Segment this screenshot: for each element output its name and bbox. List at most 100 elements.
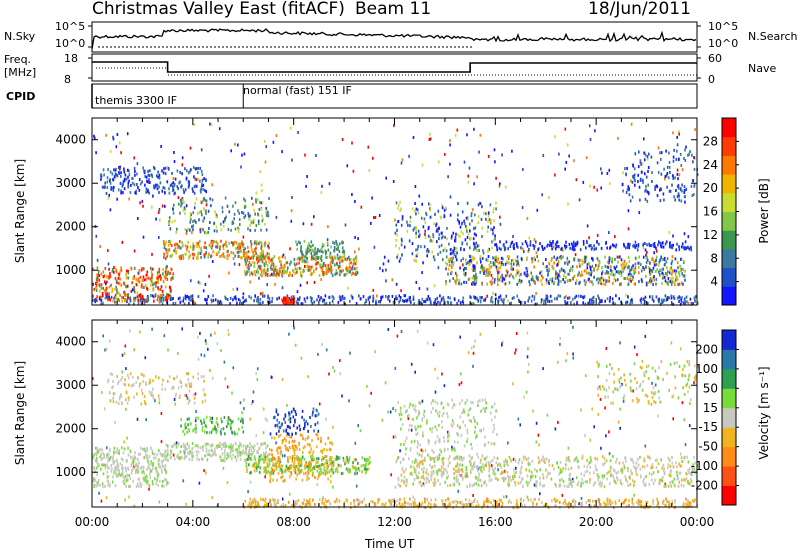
velocity-cell	[148, 487, 150, 491]
power-cell	[125, 293, 127, 296]
power-cell	[156, 276, 158, 280]
power-cell	[607, 279, 609, 283]
power-cell	[396, 255, 398, 259]
power-cell	[632, 268, 635, 272]
velocity-cell	[112, 462, 115, 466]
power-cell	[329, 256, 332, 260]
power-cell	[305, 253, 307, 257]
velocity-cell	[325, 417, 327, 421]
power-cell	[161, 169, 163, 173]
power-cell	[494, 278, 496, 282]
power-cell	[224, 218, 226, 222]
velocity-cell	[262, 454, 265, 458]
power-cell	[158, 176, 161, 180]
power-cell	[648, 152, 650, 156]
velocity-cell	[136, 468, 139, 471]
velocity-cell	[165, 483, 168, 487]
power-cell	[666, 296, 669, 299]
power-cell	[295, 300, 298, 304]
power-cell	[298, 266, 301, 270]
velocity-cell	[133, 458, 135, 462]
velocity-cell	[303, 464, 306, 468]
velocity-cell	[666, 371, 668, 375]
velocity-cell	[181, 455, 183, 459]
power-cell	[449, 301, 452, 305]
power-cell	[481, 266, 484, 270]
power-cell	[660, 268, 662, 272]
velocity-cell	[124, 466, 127, 470]
power-cell	[470, 214, 473, 218]
power-cell	[674, 283, 676, 287]
power-cell	[154, 185, 157, 189]
velocity-cell	[286, 434, 288, 438]
power-cell	[522, 247, 524, 251]
power-cell	[650, 279, 653, 283]
velocity-cell	[522, 499, 525, 503]
power-cell	[479, 299, 482, 303]
velocity-cell	[214, 450, 216, 454]
power-cell	[307, 245, 310, 249]
velocity-cell	[318, 464, 321, 468]
power-cell	[311, 301, 314, 305]
power-cell	[551, 247, 553, 251]
power-cell	[193, 301, 196, 305]
velocity-cell	[290, 464, 292, 468]
velocity-cell	[349, 470, 351, 474]
power-cell	[157, 279, 159, 283]
velocity-cell	[392, 407, 394, 411]
velocity-cell	[262, 407, 265, 411]
velocity-cell	[238, 445, 240, 448]
velocity-cell	[515, 466, 517, 470]
power-cell	[475, 241, 478, 245]
velocity-cell	[101, 448, 103, 452]
power-cell	[205, 203, 208, 207]
power-cell	[234, 254, 236, 258]
power-cell	[436, 240, 438, 244]
power-cell	[161, 289, 164, 293]
power-cell	[370, 221, 372, 225]
velocity-cell	[119, 395, 121, 399]
power-cell	[392, 180, 395, 183]
power-cell	[668, 231, 671, 234]
power-cell	[339, 265, 341, 268]
velocity-cell	[252, 400, 254, 403]
velocity-cell	[146, 467, 148, 471]
velocity-cell	[681, 401, 684, 405]
power-cell	[506, 270, 509, 274]
velocity-cell	[154, 399, 156, 403]
power-cell	[109, 170, 112, 174]
power-cell	[480, 260, 482, 264]
power-cell	[629, 268, 631, 272]
velocity-cell	[119, 462, 122, 466]
power-cell	[251, 196, 253, 200]
velocity-cell	[357, 467, 360, 471]
power-cell	[681, 242, 684, 246]
power-cell	[643, 137, 645, 141]
velocity-cell	[526, 355, 529, 359]
power-cell	[332, 240, 334, 244]
power-cell	[103, 173, 105, 177]
power-cell	[639, 198, 641, 202]
power-cell	[172, 177, 175, 180]
power-cell	[614, 267, 616, 271]
power-cell	[200, 201, 203, 205]
power-cell	[156, 183, 159, 187]
power-cell	[420, 245, 422, 249]
power-cell	[343, 249, 345, 253]
power-cell	[126, 298, 129, 302]
power-cell	[255, 191, 258, 195]
power-cell	[554, 272, 557, 276]
power-cell	[176, 246, 179, 250]
power-cell	[397, 220, 399, 223]
velocity-cell	[282, 474, 284, 478]
power-cell	[247, 250, 250, 254]
power-cell	[311, 249, 314, 252]
power-cell	[230, 241, 233, 244]
power-cell	[255, 240, 258, 244]
power-cell	[604, 282, 607, 286]
velocity-cell	[315, 445, 318, 449]
power-cell	[452, 249, 454, 253]
power-cell	[561, 255, 563, 259]
velocity-cell	[192, 454, 194, 458]
power-cell	[626, 188, 629, 192]
